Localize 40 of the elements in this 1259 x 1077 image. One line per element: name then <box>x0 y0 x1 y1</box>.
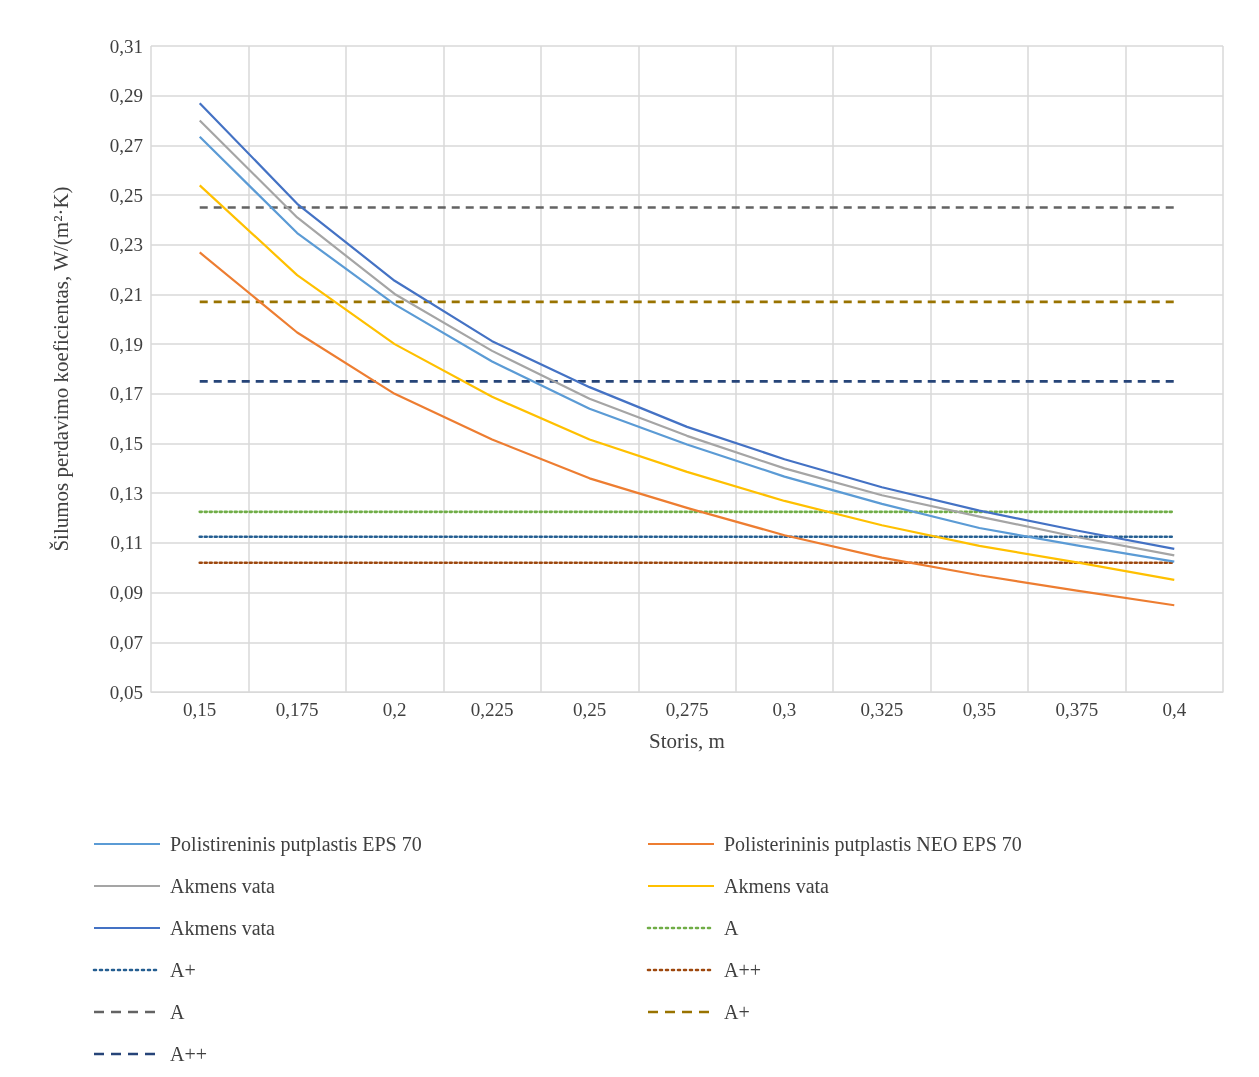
y-tick-label: 0,11 <box>110 532 143 554</box>
y-tick-label: 0,19 <box>109 333 143 355</box>
x-tick-label: 0,175 <box>275 699 319 720</box>
legend-label: Polistireninis putplastis EPS 70 <box>170 833 422 856</box>
x-axis-title: Storis, m <box>649 728 725 753</box>
legend-label: Akmens vata <box>170 917 276 939</box>
legend-label: A++ <box>724 959 762 981</box>
y-tick-label: 0,13 <box>109 482 143 504</box>
x-tick-label: 0,35 <box>962 699 996 720</box>
line-series <box>198 251 1176 607</box>
x-tick-label: 0,3 <box>772 699 797 720</box>
y-tick-label: 0,07 <box>109 631 143 653</box>
y-tick-label: 0,05 <box>109 681 143 703</box>
x-tick-label: 0,2 <box>382 699 407 720</box>
x-tick-label: 0,375 <box>1055 699 1099 720</box>
legend-label: Akmens vata <box>724 875 830 897</box>
y-tick-label: 0,17 <box>109 383 143 405</box>
y-tick-label: 0,21 <box>109 283 143 305</box>
x-tick-label: 0,225 <box>470 699 514 720</box>
y-tick-label: 0,27 <box>109 134 143 156</box>
x-tick-label: 0,325 <box>860 699 904 720</box>
legend-label: Akmens vata <box>170 875 276 897</box>
legend-label: Polisterininis putplastis NEO EPS 70 <box>724 833 1022 856</box>
legend-label: A++ <box>170 1043 208 1065</box>
y-tick-label: 0,29 <box>109 85 143 107</box>
y-tick-label: 0,15 <box>109 433 143 455</box>
y-tick-label: 0,09 <box>109 582 143 604</box>
y-tick-label: 0,25 <box>109 184 143 206</box>
y-tick-label: 0,31 <box>109 35 143 57</box>
legend-label: A+ <box>724 1001 750 1023</box>
x-tick-label: 0,25 <box>572 699 607 720</box>
legend-label: A <box>170 1001 185 1023</box>
line-series <box>198 184 1176 582</box>
x-tick-label: 0,15 <box>183 699 217 720</box>
legend-label: A+ <box>170 959 196 981</box>
legend-label: A <box>724 917 739 939</box>
y-tick-label: 0,23 <box>109 234 143 256</box>
x-tick-label: 0,4 <box>1162 699 1187 720</box>
x-tick-label: 0,275 <box>665 699 709 720</box>
y-axis-title: Šilumos perdavimo koeficientas, W/(m²·K) <box>48 186 73 552</box>
